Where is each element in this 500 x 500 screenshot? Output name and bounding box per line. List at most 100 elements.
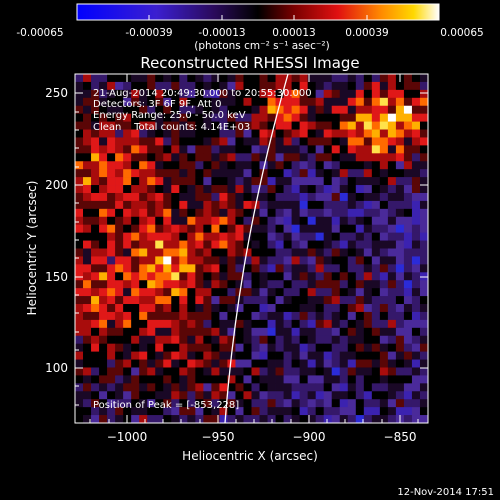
flux-pixel (171, 240, 180, 249)
flux-pixel (315, 335, 324, 344)
flux-pixel (371, 367, 381, 376)
flux-pixel (331, 97, 341, 107)
flux-pixel (179, 129, 188, 138)
flux-pixel (355, 296, 365, 305)
flux-pixel (411, 216, 421, 225)
flux-pixel (395, 81, 405, 91)
flux-pixel (227, 407, 236, 416)
flux-pixel (379, 153, 389, 162)
flux-pixel (163, 97, 172, 107)
flux-pixel (323, 280, 333, 289)
flux-pixel (339, 311, 349, 321)
flux-pixel (235, 367, 244, 376)
flux-pixel (91, 200, 100, 210)
flux-pixel (219, 185, 228, 194)
flux-pixel (275, 89, 284, 99)
flux-pixel (203, 248, 212, 257)
flux-pixel (147, 216, 156, 225)
flux-pixel (323, 169, 333, 178)
flux-pixel (147, 74, 156, 83)
flux-pixel (387, 97, 397, 107)
flux-pixel (147, 319, 156, 329)
flux-pixel (307, 137, 316, 146)
colorbar: -0.00065 -0.00039 -0.00013 0.00013 0.000… (16, 3, 484, 52)
y-tick-label: 200 (45, 178, 68, 192)
flux-pixel (379, 391, 389, 400)
flux-pixel (323, 359, 333, 368)
flux-pixel (419, 351, 428, 360)
flux-pixel (419, 208, 428, 218)
flux-pixel (363, 129, 373, 138)
flux-pixel (323, 240, 333, 249)
flux-pixel (131, 327, 140, 337)
flux-pixel (275, 137, 284, 146)
flux-pixel (179, 74, 188, 83)
flux-pixel (347, 407, 357, 416)
flux-pixel (99, 391, 108, 400)
flux-pixel (203, 359, 212, 368)
flux-pixel (147, 367, 156, 376)
flux-pixel (171, 359, 180, 368)
flux-pixel (227, 224, 236, 233)
flux-pixel (371, 113, 381, 122)
flux-pixel (419, 89, 428, 99)
flux-pixel (323, 375, 333, 384)
flux-pixel (155, 264, 164, 273)
flux-pixel (75, 327, 84, 337)
flux-pixel (115, 185, 124, 194)
flux-pixel (163, 232, 172, 241)
flux-pixel (323, 177, 333, 186)
flux-pixel (419, 113, 428, 122)
flux-pixel (267, 375, 276, 384)
flux-pixel (179, 319, 188, 329)
flux-pixel (211, 335, 220, 344)
flux-pixel (315, 391, 324, 400)
flux-pixel (323, 232, 333, 241)
x-axis-label: Heliocentric X (arcsec) (182, 449, 318, 463)
flux-pixel (195, 304, 204, 313)
flux-pixel (147, 415, 156, 423)
flux-pixel (107, 351, 116, 360)
flux-pixel (171, 208, 180, 218)
flux-pixel (379, 311, 389, 321)
flux-pixel (211, 216, 220, 225)
flux-pixel (91, 153, 100, 162)
flux-pixel (275, 105, 284, 114)
flux-pixel (115, 113, 124, 122)
flux-pixel (275, 121, 284, 130)
flux-pixel (131, 89, 140, 99)
flux-pixel (299, 137, 308, 146)
flux-pixel (259, 177, 268, 186)
colorbar-tick-label: -0.00065 (16, 27, 63, 39)
flux-pixel (371, 383, 381, 392)
flux-pixel (387, 359, 397, 368)
flux-pixel (139, 296, 148, 305)
flux-pixel (219, 153, 228, 162)
flux-pixel (315, 145, 324, 154)
flux-pixel (259, 272, 268, 281)
flux-pixel (227, 367, 236, 376)
flux-pixel (91, 224, 100, 233)
flux-pixel (411, 399, 421, 408)
flux-pixel (331, 399, 341, 408)
flux-pixel (91, 391, 100, 400)
flux-pixel (163, 304, 172, 313)
flux-pixel (195, 121, 204, 130)
flux-pixel (379, 272, 389, 281)
flux-pixel (251, 129, 260, 138)
flux-pixel (307, 161, 316, 170)
flux-pixel (211, 129, 220, 138)
flux-pixel (99, 407, 108, 416)
flux-pixel (83, 351, 92, 360)
flux-pixel (195, 272, 204, 281)
flux-pixel (331, 367, 341, 376)
flux-pixel (171, 113, 180, 122)
flux-pixel (163, 288, 172, 297)
flux-pixel (339, 232, 349, 241)
flux-pixel (147, 153, 156, 162)
flux-pixel (371, 81, 381, 91)
flux-pixel (155, 407, 164, 416)
flux-pixel (123, 113, 132, 122)
flux-pixel (83, 359, 92, 368)
flux-pixel (283, 288, 292, 297)
